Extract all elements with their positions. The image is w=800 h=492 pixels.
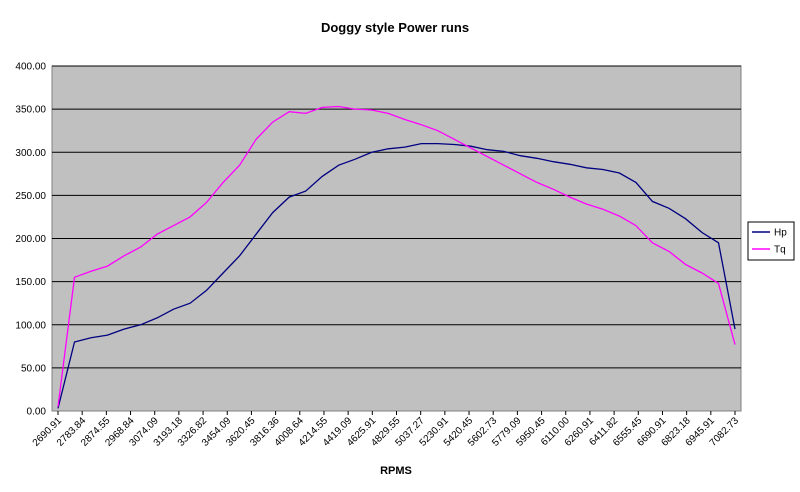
series-line-tq	[57, 105, 736, 407]
y-tick-label: 0.00	[27, 407, 47, 418]
legend: Hp Tq	[747, 221, 795, 261]
legend-label-tq: Tq	[774, 245, 786, 256]
y-tick-label: 350.00	[15, 105, 46, 116]
gridlines	[52, 65, 741, 369]
y-tick-label: 400.00	[15, 62, 46, 73]
y-tick-label: 300.00	[15, 148, 46, 159]
y-tick-label: 50.00	[21, 363, 46, 374]
y-axis-ticks: 0.00 50.00 100.00 150.00 200.00 250.00 300.00 3…	[15, 62, 46, 418]
y-tick-label: 200.00	[15, 234, 46, 245]
chart-title: Doggy style Power runs	[321, 20, 469, 35]
x-axis-title: RPMS	[380, 465, 412, 477]
legend-label-hp: Hp	[774, 228, 787, 239]
series-lines	[57, 105, 736, 409]
legend-box	[747, 221, 795, 261]
y-tick-label: 150.00	[15, 277, 46, 288]
y-tick-label: 250.00	[15, 191, 46, 202]
series-line-hp	[57, 142, 736, 409]
y-tick-label: 100.00	[15, 320, 46, 331]
x-axis-ticks: 2690.912783.842874.552968.843074.093193.…	[31, 411, 741, 449]
